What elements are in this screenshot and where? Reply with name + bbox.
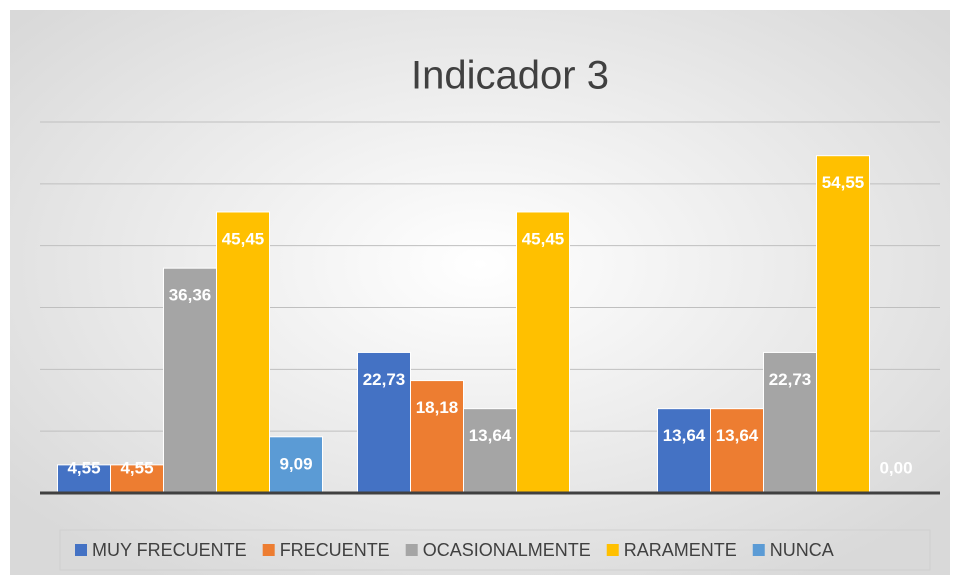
data-label: 9,09: [279, 454, 312, 473]
bar: [516, 211, 570, 494]
data-label: 54,55: [822, 173, 865, 192]
bar: [57, 464, 111, 494]
data-label: 45,45: [222, 229, 265, 248]
data-label: 13,64: [663, 426, 706, 445]
bar: [816, 155, 870, 494]
bar: [710, 408, 764, 494]
legend-swatch: [752, 544, 765, 556]
legend-label: RARAMENTE: [624, 540, 737, 560]
data-label: 18,18: [416, 398, 459, 417]
legend-label: MUY FRECUENTE: [92, 540, 247, 560]
legend-swatch: [262, 544, 275, 556]
bar: [357, 351, 411, 494]
legend-box: [59, 529, 931, 571]
legend-swatch: [405, 544, 418, 556]
legend-label: OCASIONALMENTE: [423, 540, 591, 560]
data-label: 0,00: [879, 458, 912, 477]
bar: [269, 436, 323, 494]
chart-title: Indicador 3: [411, 54, 609, 98]
legend-swatch: [606, 544, 619, 556]
legend-swatch: [75, 544, 87, 556]
bar: [657, 408, 711, 494]
legend-label: FRECUENTE: [280, 540, 390, 560]
bar: [216, 211, 270, 494]
bar: [110, 464, 164, 494]
data-label: 45,45: [522, 229, 565, 248]
data-label: 22,73: [363, 370, 406, 389]
data-label: 22,73: [769, 370, 812, 389]
data-label: 4,55: [120, 458, 153, 477]
data-label: 13,64: [716, 426, 759, 445]
data-label: 36,36: [169, 286, 212, 305]
legend-label: NUNCA: [770, 540, 834, 560]
data-label: 4,55: [67, 458, 100, 477]
data-label: 13,64: [469, 426, 512, 445]
bar: [163, 267, 217, 494]
bar: [463, 408, 517, 494]
